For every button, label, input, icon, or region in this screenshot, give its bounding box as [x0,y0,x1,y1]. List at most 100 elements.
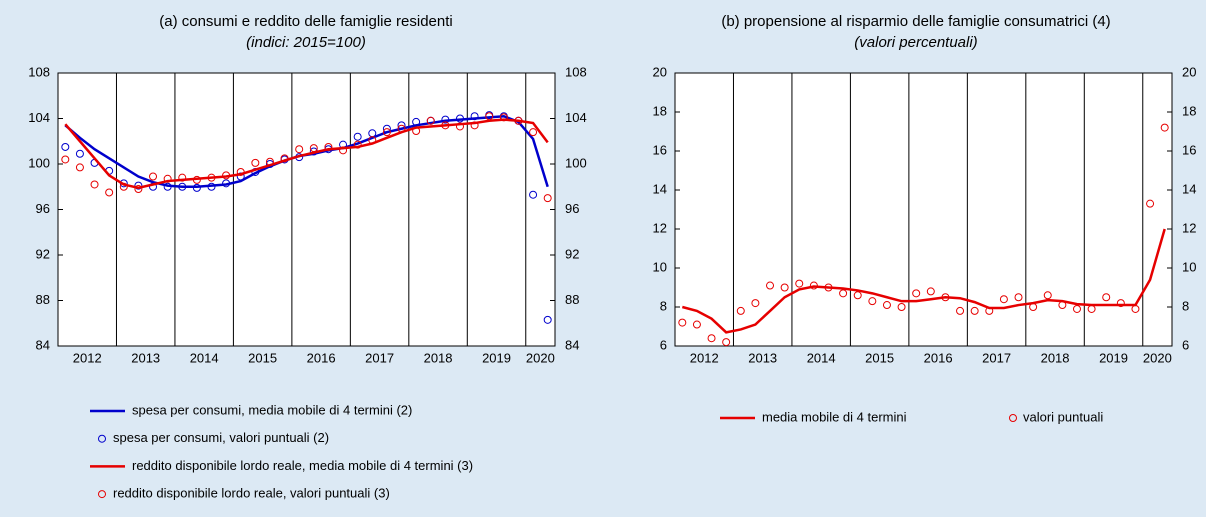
series-point [382,124,391,133]
y2-tick-label: 18 [1182,103,1196,118]
y2-tick-label: 84 [565,337,579,352]
series-point [470,121,479,130]
series-point [999,295,1008,304]
series-point [441,121,450,130]
series-point [295,145,304,154]
y-tick-label: 84 [36,337,50,352]
series-point [75,163,84,172]
y-tick-label: 20 [653,64,667,79]
y-tick-label: 8 [660,298,667,313]
chart-title: (b) propensione al risparmio delle famig… [721,13,1110,30]
series-point [853,291,862,300]
y2-tick-label: 16 [1182,142,1196,157]
series-point [368,136,377,145]
legend-label: spesa per consumi, valori puntuali (2) [113,430,329,445]
series-point [353,132,362,141]
x-tick-label: 2020 [526,350,555,365]
series-point [178,182,187,191]
series-point [1131,304,1140,313]
y2-tick-label: 6 [1182,337,1189,352]
y2-tick-label: 92 [565,246,579,261]
y2-tick-label: 20 [1182,64,1196,79]
series-point [678,318,687,327]
legend-label: reddito disponibile lordo reale, valori … [113,486,390,501]
series-point [90,180,99,189]
y-tick-label: 10 [653,259,667,274]
y-tick-label: 104 [28,110,50,125]
series-point [868,297,877,306]
series-point [397,124,406,133]
x-tick-label: 2019 [482,350,511,365]
legend-marker [1009,414,1017,422]
series-point [751,299,760,308]
series-point [207,182,216,191]
legend-label: valori puntuali [1023,409,1103,424]
series-point [61,155,70,164]
chart-title: (a) consumi e reddito delle famiglie res… [159,13,452,30]
x-tick-label: 2012 [73,350,102,365]
series-point [985,306,994,315]
series-point [897,303,906,311]
chart-subtitle: (indici: 2015=100) [246,34,366,51]
y2-tick-label: 8 [1182,298,1189,313]
y-tick-label: 108 [28,64,50,79]
series-point [134,185,143,194]
y-tick-label: 12 [653,220,667,235]
series-point [912,289,921,298]
series-point [470,112,479,121]
series-point [1102,293,1111,302]
x-tick-label: 2012 [690,350,719,365]
y2-tick-label: 12 [1182,220,1196,235]
series-point [1014,293,1023,302]
series-point [809,281,818,290]
series-point [956,306,965,315]
x-tick-label: 2015 [248,350,277,365]
series-point [766,281,775,290]
series-point [692,320,701,329]
x-tick-label: 2017 [982,350,1011,365]
series-point [1116,299,1125,308]
x-tick-label: 2013 [748,350,777,365]
series-point [839,289,848,298]
x-tick-label: 2018 [1041,350,1070,365]
series-point [707,334,716,343]
series-point [722,338,731,347]
series-point [236,167,245,176]
series-point [163,174,172,183]
series-point [1072,304,1081,313]
x-tick-label: 2020 [1143,350,1172,365]
series-point [882,301,891,310]
y2-tick-label: 104 [565,110,587,125]
x-tick-label: 2019 [1099,350,1128,365]
series-point [309,144,318,153]
series-point [149,172,158,181]
series-point [412,127,421,136]
x-tick-label: 2014 [190,350,219,365]
y-tick-label: 92 [36,246,50,261]
series-point [1160,123,1169,132]
y2-tick-label: 108 [565,64,587,79]
series-point [1058,301,1067,310]
series-point [426,116,435,125]
y-tick-label: 88 [36,292,50,307]
series-point [251,158,260,167]
chart-subtitle: (valori percentuali) [854,34,977,51]
legend-label: reddito disponibile lordo reale, media m… [132,458,473,473]
legend-marker [98,490,106,499]
series-point [178,173,187,182]
series-point [382,128,391,137]
y2-tick-label: 100 [565,155,587,170]
series-point [455,122,464,131]
series-point [736,306,745,315]
legend-label: spesa per consumi, media mobile di 4 ter… [132,402,412,417]
series-point [265,157,274,166]
y2-tick-label: 14 [1182,181,1196,196]
series-point [926,287,935,296]
series-point [207,173,216,182]
series-point [514,116,523,125]
series-point [1043,291,1052,300]
series-point [75,149,84,158]
series-point [192,175,201,184]
y2-tick-label: 10 [1182,259,1196,274]
legend-label: media mobile di 4 termini [762,409,907,424]
